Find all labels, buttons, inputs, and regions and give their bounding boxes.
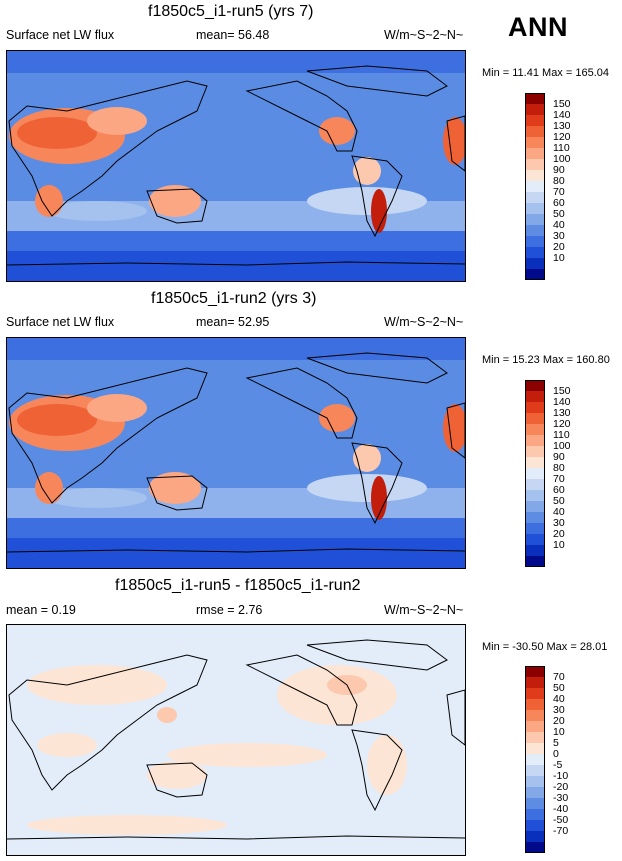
panel-1-title: f1850c5_i1-run5 (yrs 7) xyxy=(148,3,314,20)
panel-1-colorbar-label: 150 xyxy=(553,98,571,110)
panel-3-colorbar-label: 20 xyxy=(553,715,565,727)
panel-3-colorbar-label: -5 xyxy=(553,759,563,771)
panel-2-colorbar-label: 110 xyxy=(553,429,570,441)
panel-2-colorbar-label: 70 xyxy=(553,473,565,485)
panel-2-colorbar-label: 90 xyxy=(553,451,565,463)
panel-1-colorbar-label: 140 xyxy=(553,109,571,121)
panel-3-colorbar-label: 40 xyxy=(553,693,565,705)
panel-2-colorbar-label: 40 xyxy=(553,506,565,518)
panel-1-map xyxy=(6,50,466,282)
panel-1-units-label: W/m~S~2~N~ xyxy=(384,28,464,42)
panel-3-colorbar-label: 0 xyxy=(553,748,559,760)
panel-1-colorbar-label: 110 xyxy=(553,142,570,154)
panel-1-colorbar-label: 90 xyxy=(553,164,565,176)
panel-2-minmax: Min = 15.23 Max = 160.80 xyxy=(482,354,610,366)
panel-2-colorbar-label: 10 xyxy=(553,539,565,551)
panel-2-mean-label: mean= 52.95 xyxy=(196,315,270,329)
panel-3-colorbar-label: 10 xyxy=(553,726,565,738)
panel-1-map-image xyxy=(7,51,465,281)
panel-2-colorbar-label: 60 xyxy=(553,484,565,496)
panel-2-colorbar-label: 30 xyxy=(553,517,565,529)
panel-2-map-image xyxy=(7,338,465,568)
panel-3-colorbar-label: 70 xyxy=(553,671,565,683)
panel-1-colorbar-label: 130 xyxy=(553,120,571,132)
panel-1-colorbar-label: 30 xyxy=(553,230,565,242)
panel-2-colorbar-label: 130 xyxy=(553,407,571,419)
panel-2-colorbar-label: 120 xyxy=(553,418,571,430)
panel-2-colorbar-label: 80 xyxy=(553,462,565,474)
panel-2-title: f1850c5_i1-run2 (yrs 3) xyxy=(151,290,317,307)
panel-3-colorbar-label: -30 xyxy=(553,792,569,804)
panel-2-variable-label: Surface net LW flux xyxy=(6,315,115,329)
panel-3-units-label: W/m~S~2~N~ xyxy=(384,603,464,617)
panel-1-colorbar-label: 80 xyxy=(553,175,565,187)
panel-1-colorbar-label: 50 xyxy=(553,208,565,220)
panel-1-variable-label: Surface net LW flux xyxy=(6,28,115,42)
panel-1-colorbar-label: 120 xyxy=(553,131,571,143)
panel-3-mean-label: mean = 0.19 xyxy=(6,603,76,617)
panel-1-mean-label: mean= 56.48 xyxy=(196,28,270,42)
panel-2-map xyxy=(6,337,466,569)
panel-1-colorbar-label: 70 xyxy=(553,186,565,198)
panel-2-colorbar-label: 50 xyxy=(553,495,565,507)
panel-2-colorbar-label: 150 xyxy=(553,385,571,397)
panel-3-colorbar-label: -10 xyxy=(553,770,569,782)
panel-2-colorbar-label: 20 xyxy=(553,528,565,540)
panel-3-map xyxy=(6,624,466,856)
panel-1-colorbar-label: 20 xyxy=(553,241,565,253)
panel-2-units-label: W/m~S~2~N~ xyxy=(384,315,464,329)
panel-3-colorbar-label: -20 xyxy=(553,781,569,793)
panel-3-colorbar-label: -70 xyxy=(553,825,569,837)
panel-1-minmax: Min = 11.41 Max = 165.04 xyxy=(482,67,609,79)
panel-3-title: f1850c5_i1-run5 - f1850c5_i1-run2 xyxy=(115,577,361,594)
panel-1-colorbar-label: 40 xyxy=(553,219,565,231)
season-label: ANN xyxy=(508,12,568,42)
panel-3-map-image xyxy=(7,625,465,855)
panel-3-rmse-label: rmse = 2.76 xyxy=(196,603,263,617)
panel-3-minmax: Min = -30.50 Max = 28.01 xyxy=(482,641,608,653)
panel-1-colorbar-label: 100 xyxy=(553,153,571,165)
panel-3-colorbar-label: 5 xyxy=(553,737,559,749)
panel-3-colorbar-label: -40 xyxy=(553,803,569,815)
panel-3-colorbar-label: 30 xyxy=(553,704,565,716)
panel-1-colorbar-label: 60 xyxy=(553,197,565,209)
panel-1-colorbar-label: 10 xyxy=(553,252,565,264)
panel-2-colorbar-label: 100 xyxy=(553,440,571,452)
panel-2-colorbar-label: 140 xyxy=(553,396,571,408)
panel-3-colorbar-label: -50 xyxy=(553,814,569,826)
panel-3-colorbar-label: 50 xyxy=(553,682,565,694)
